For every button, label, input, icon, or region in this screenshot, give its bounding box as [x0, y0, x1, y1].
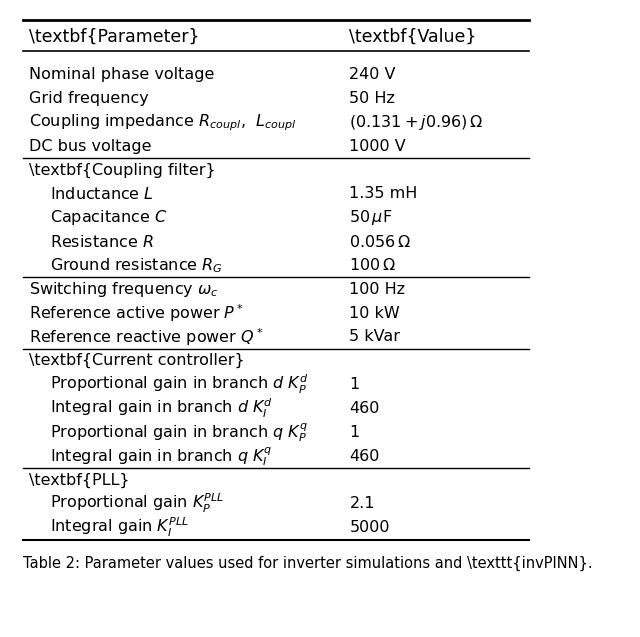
Text: Integral gain $K_I^{PLL}$: Integral gain $K_I^{PLL}$	[51, 516, 189, 540]
Text: $0.056\,\Omega$: $0.056\,\Omega$	[349, 234, 412, 250]
Text: Proportional gain in branch $d$ $K_P^d$: Proportional gain in branch $d$ $K_P^d$	[51, 373, 309, 396]
Text: 460: 460	[349, 448, 380, 464]
Text: Inductance $L$: Inductance $L$	[51, 186, 154, 202]
Text: $50\,\mu$F: $50\,\mu$F	[349, 208, 393, 227]
Text: Resistance $R$: Resistance $R$	[51, 234, 154, 250]
Text: 1: 1	[349, 425, 360, 440]
Text: 1: 1	[349, 377, 360, 392]
Text: $100\,\Omega$: $100\,\Omega$	[349, 257, 396, 273]
Text: Reference reactive power $Q^*$: Reference reactive power $Q^*$	[29, 326, 263, 348]
Text: \textbf{Coupling filter}: \textbf{Coupling filter}	[29, 162, 215, 178]
Text: Coupling impedance $R_{coupl}$,  $L_{coupl}$: Coupling impedance $R_{coupl}$, $L_{coup…	[29, 112, 296, 132]
Text: Reference active power $P^*$: Reference active power $P^*$	[29, 303, 244, 324]
Text: Integral gain in branch $d$ $K_I^d$: Integral gain in branch $d$ $K_I^d$	[51, 397, 273, 420]
Text: Integral gain in branch $q$ $K_I^q$: Integral gain in branch $q$ $K_I^q$	[51, 445, 273, 468]
Text: Switching frequency $\omega_c$: Switching frequency $\omega_c$	[29, 280, 218, 299]
Text: Capacitance $C$: Capacitance $C$	[51, 208, 168, 227]
Text: 2.1: 2.1	[349, 496, 375, 512]
Text: \textbf{Value}: \textbf{Value}	[349, 27, 477, 45]
Text: 460: 460	[349, 401, 380, 416]
Text: 100 Hz: 100 Hz	[349, 282, 406, 297]
Text: DC bus voltage: DC bus voltage	[29, 139, 151, 154]
Text: Proportional gain in branch $q$ $K_P^q$: Proportional gain in branch $q$ $K_P^q$	[51, 421, 308, 444]
Text: \textbf{PLL}: \textbf{PLL}	[29, 473, 129, 487]
Text: 5 kVar: 5 kVar	[349, 329, 401, 345]
Text: 1000 V: 1000 V	[349, 139, 406, 154]
Text: 5000: 5000	[349, 520, 390, 535]
Text: Table 2: Parameter values used for inverter simulations and \texttt{invPINN}.: Table 2: Parameter values used for inver…	[23, 555, 593, 571]
Text: $(0.131 + j0.96)\,\Omega$: $(0.131 + j0.96)\,\Omega$	[349, 113, 484, 132]
Text: 1.35 mH: 1.35 mH	[349, 187, 418, 201]
Text: Nominal phase voltage: Nominal phase voltage	[29, 68, 214, 82]
Text: \textbf{Parameter}: \textbf{Parameter}	[29, 27, 199, 45]
Text: \textbf{Current controller}: \textbf{Current controller}	[29, 353, 244, 368]
Text: Ground resistance $R_G$: Ground resistance $R_G$	[51, 256, 223, 275]
Text: 50 Hz: 50 Hz	[349, 91, 396, 106]
Text: Proportional gain $K_P^{PLL}$: Proportional gain $K_P^{PLL}$	[51, 492, 225, 515]
Text: Grid frequency: Grid frequency	[29, 91, 148, 106]
Text: 10 kW: 10 kW	[349, 306, 400, 320]
Text: 240 V: 240 V	[349, 68, 396, 82]
